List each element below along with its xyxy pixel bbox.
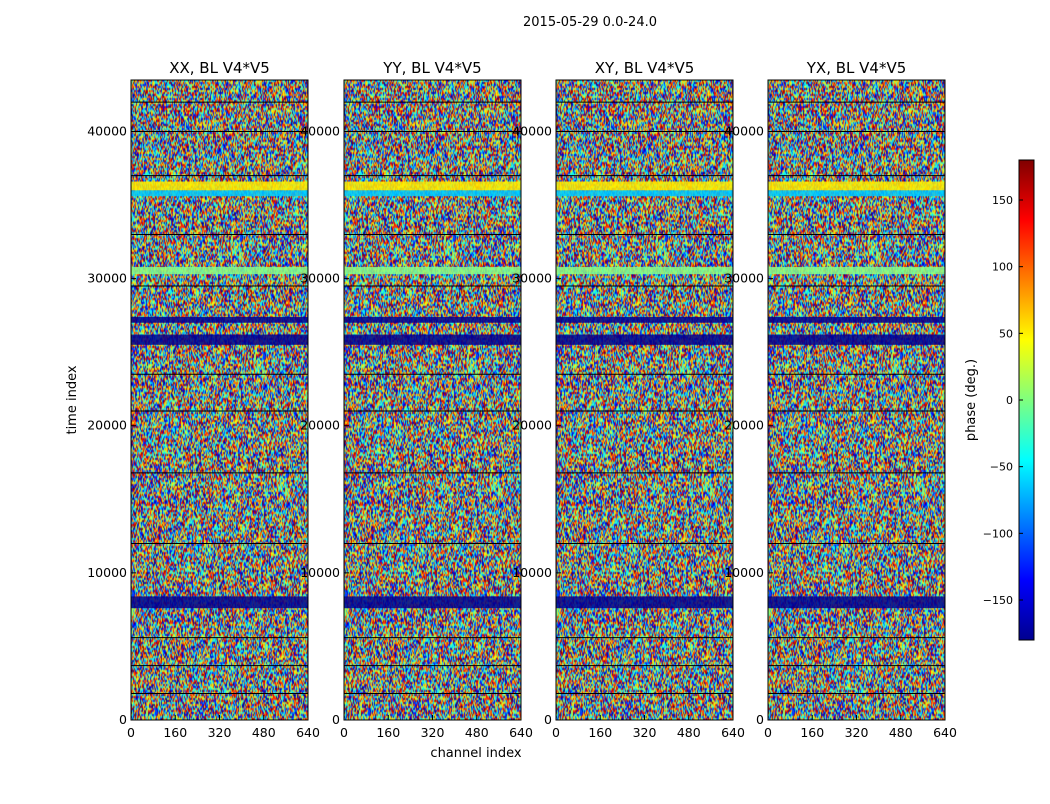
y-tick-label: 40000 [724,123,764,138]
x-tick-label: 320 [208,725,232,740]
panel-title: YY, BL V4*V5 [382,59,481,77]
heatmap-band [131,266,308,275]
heatmap-band [768,596,945,609]
x-tick-label: 480 [889,725,913,740]
x-tick-label: 640 [933,725,957,740]
x-tick-label: 0 [127,725,135,740]
x-tick-label: 160 [588,725,612,740]
y-tick-label: 30000 [724,271,764,286]
y-tick-label: 20000 [87,418,127,433]
panel-4: YX, BL V4*V5 0 160 320 480 640 0 10000 20000 3000… [724,59,957,740]
heatmap-band [131,334,308,345]
heatmap-band [344,334,521,345]
x-axis-label: channel index [430,746,521,761]
x-tick-label: 0 [764,725,772,740]
x-tick-label: 160 [800,725,824,740]
heatmap-band [556,266,733,275]
colorbar-tick-label: 0 [1006,394,1013,407]
colorbar-label: phase (deg.) [964,359,979,441]
y-tick-label: 0 [119,712,127,727]
y-tick-label: 20000 [724,418,764,433]
panel-title: YX, BL V4*V5 [806,59,907,77]
panel-1: XX, BL V4*V5 0 160 320 480 640 0 10000 20000 3000… [87,59,320,740]
x-tick-label: 320 [633,725,657,740]
heatmap-band [768,190,945,197]
heatmap-band [344,190,521,197]
heatmap-band [344,316,521,323]
x-tick-label: 640 [509,725,533,740]
panel-title: XX, BL V4*V5 [169,59,270,77]
panel-2: YY, BL V4*V5 0 160 320 480 640 0 10000 20000 3000… [300,59,533,740]
heatmap-band [768,181,945,191]
y-axis-label: time index [65,365,80,434]
x-tick-label: 160 [163,725,187,740]
y-tick-label: 0 [544,712,552,727]
y-tick-label: 0 [756,712,764,727]
x-tick-label: 320 [421,725,445,740]
x-tick-label: 640 [296,725,320,740]
heatmap-band [556,181,733,191]
y-tick-label: 10000 [512,565,552,580]
colorbar-tick-label: −100 [983,527,1013,540]
colorbar: −150 −100 −50 0 50 100 150 [983,159,1035,641]
heatmap-band [131,316,308,323]
y-tick-label: 40000 [300,123,340,138]
colorbar-tick-label: −150 [983,594,1013,607]
y-tick-label: 10000 [87,565,127,580]
panel-3: XY, BL V4*V5 0 160 320 480 640 0 10000 20000 3000… [512,59,745,740]
y-tick-label: 30000 [87,271,127,286]
y-tick-label: 20000 [512,418,552,433]
colorbar-tick-label: 100 [992,261,1013,274]
heatmap-band [131,181,308,191]
heatmap-band [556,190,733,197]
figure-suptitle: 2015-05-29 0.0-24.0 [523,15,657,30]
y-tick-label: 0 [332,712,340,727]
colorbar-tick-label: −50 [990,461,1013,474]
y-tick-label: 40000 [87,123,127,138]
y-tick-label: 10000 [724,565,764,580]
y-tick-label: 10000 [300,565,340,580]
heatmap-band [556,316,733,323]
heatmap-band [344,266,521,275]
y-tick-label: 30000 [300,271,340,286]
heatmap-band [344,596,521,609]
panels: XX, BL V4*V5 0 160 320 480 640 0 10000 20000 3000… [87,59,957,740]
x-tick-label: 480 [677,725,701,740]
heatmap-band [556,596,733,609]
y-tick-label: 30000 [512,271,552,286]
heatmap-band [768,316,945,323]
heatmap-band [768,266,945,275]
y-tick-label: 40000 [512,123,552,138]
heatmap-band [131,596,308,609]
colorbar-tick-label: 150 [992,194,1013,207]
heatmap-band [768,334,945,345]
colorbar-tick-label: 50 [999,327,1013,340]
heatmap-band [131,190,308,197]
heatmap-band [344,181,521,191]
x-tick-label: 160 [376,725,400,740]
x-tick-label: 480 [465,725,489,740]
x-tick-label: 480 [252,725,276,740]
y-tick-label: 20000 [300,418,340,433]
x-tick-label: 320 [845,725,869,740]
panel-title: XY, BL V4*V5 [595,59,695,77]
x-tick-label: 0 [340,725,348,740]
x-tick-label: 640 [721,725,745,740]
x-tick-label: 0 [552,725,560,740]
heatmap-band [556,334,733,345]
